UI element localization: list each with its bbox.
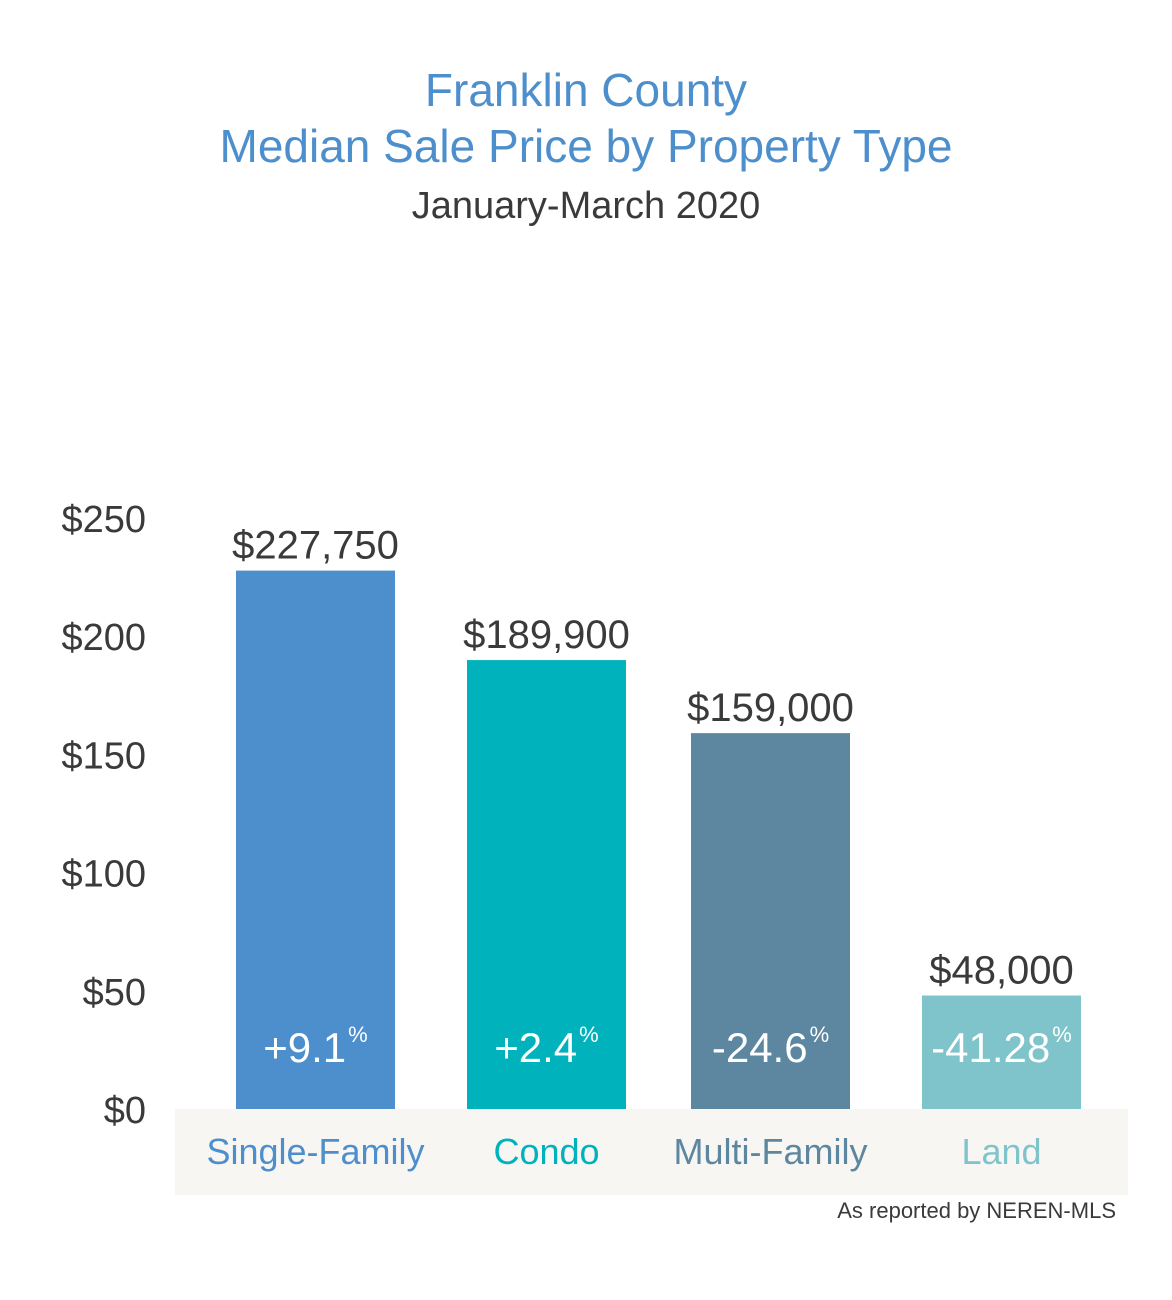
bar <box>467 660 626 1109</box>
y-tick-label: $0 <box>104 1090 146 1132</box>
value-label: $48,000 <box>929 949 1074 993</box>
chart-title-line1: Franklin County <box>424 64 748 116</box>
x-tick-label: Land <box>961 1131 1041 1172</box>
y-tick-label: $250 <box>61 499 146 541</box>
value-label: $227,750 <box>232 524 399 568</box>
category-band <box>175 1109 1128 1195</box>
change-label: +2.4% <box>494 1022 598 1071</box>
value-label: $189,900 <box>463 613 630 657</box>
y-tick-label: $100 <box>61 854 146 896</box>
change-label: +9.1% <box>263 1022 367 1071</box>
change-label: -24.6% <box>712 1022 829 1071</box>
bar <box>236 570 395 1109</box>
y-tick-label: $50 <box>83 972 146 1014</box>
bar <box>922 995 1081 1109</box>
value-label: $159,000 <box>687 686 854 730</box>
chart-subtitle: January-March 2020 <box>411 185 761 227</box>
x-tick-label: Condo <box>493 1131 599 1172</box>
y-tick-label: $150 <box>61 735 146 777</box>
source-note: As reported by NEREN-MLS <box>837 1198 1116 1223</box>
chart-title-line2: Median Sale Price by Property Type <box>219 120 953 172</box>
x-tick-label: Multi-Family <box>674 1131 868 1172</box>
x-tick-label: Single-Family <box>206 1131 424 1172</box>
y-tick-label: $200 <box>61 617 146 659</box>
bar <box>691 733 850 1109</box>
change-label: -41.28% <box>931 1022 1072 1071</box>
